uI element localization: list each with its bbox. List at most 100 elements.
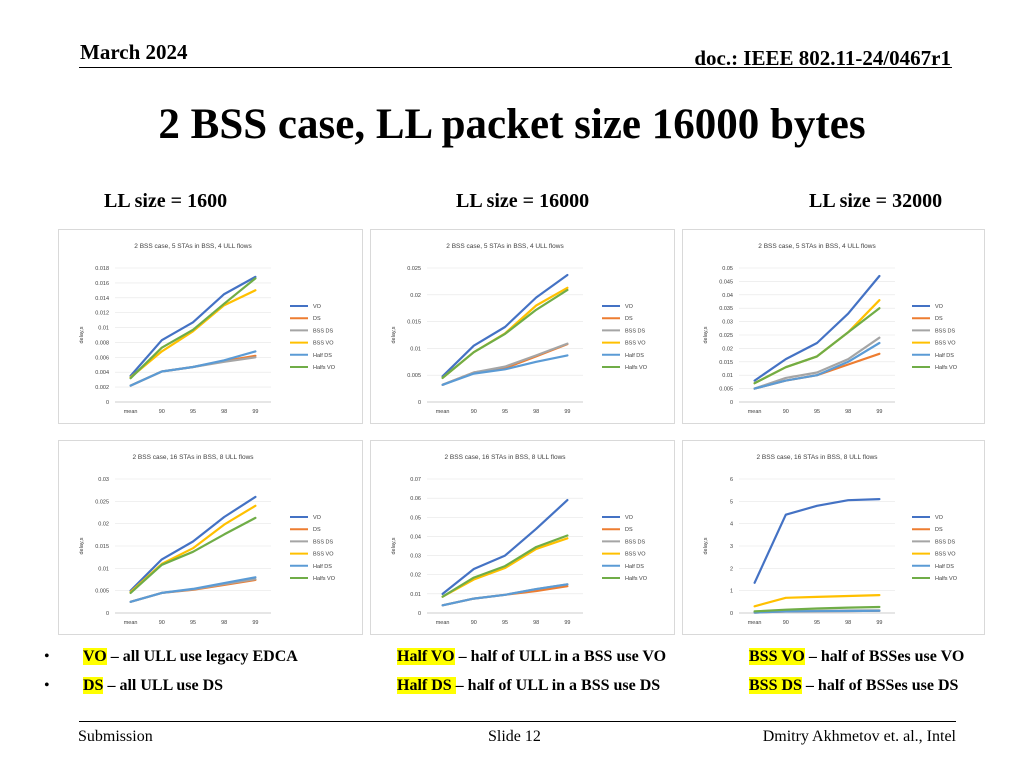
x-tick-label: 99 <box>876 409 882 415</box>
note-half-ds: Half DS – half of ULL in a BSS use DS <box>397 677 660 695</box>
y-tick-label: 0.004 <box>95 370 109 376</box>
footer-slide-number: Slide 12 <box>488 728 541 745</box>
series-line-bss-vo <box>753 594 881 608</box>
legend-label: VO <box>625 304 634 310</box>
series-line-halfs-vo <box>753 307 881 385</box>
chart-title: 2 BSS case, 5 STAs in BSS, 4 ULL flows <box>134 243 252 250</box>
chart-panel-4: 2 BSS case, 16 STAs in BSS, 8 ULL flows 0… <box>58 440 363 635</box>
y-tick-label: 0.005 <box>719 387 733 393</box>
legend-label: VO <box>313 304 322 310</box>
legend-label: VO <box>935 515 944 521</box>
legend-label: BSS VO <box>625 552 646 558</box>
y-tick-label: 0.04 <box>722 293 733 299</box>
legend-label: DS <box>313 527 321 533</box>
legend-label: Half DS <box>625 564 644 570</box>
chart-svg-1: 2 BSS case, 5 STAs in BSS, 4 ULL flows 0 0… <box>79 243 336 415</box>
legend-label: VO <box>625 515 634 521</box>
y-tick-label: 0.05 <box>410 515 421 521</box>
legend-label: BSS VO <box>313 341 334 347</box>
note-text: – half of ULL in a BSS use DS <box>455 677 661 694</box>
y-tick-label: 0.005 <box>407 373 421 379</box>
x-tick-label: 99 <box>876 620 882 626</box>
series-line-halfs-vo <box>441 534 569 598</box>
legend-label: BSS VO <box>935 341 956 347</box>
note-text: – all ULL use DS <box>103 677 224 694</box>
x-tick-label: 95 <box>502 620 508 626</box>
series-line-bss-ds <box>753 336 881 390</box>
x-tick-label: 90 <box>783 620 789 626</box>
x-tick-label: 98 <box>221 620 227 626</box>
header-doc-id: doc.: IEEE 802.11-24/0467r1 <box>694 46 951 70</box>
note-text: – half of BSSes use DS <box>801 677 959 694</box>
x-tick-label: mean <box>748 620 762 626</box>
legend-label: Halfs VO <box>625 365 648 371</box>
legend-label: DS <box>935 316 943 322</box>
y-tick-label: 0.014 <box>95 296 109 302</box>
column-label-16000: LL size = 16000 <box>456 190 590 212</box>
note-key: Half DS <box>397 677 456 694</box>
legend-label: Half DS <box>313 564 332 570</box>
y-tick-label: 0.025 <box>407 266 421 272</box>
y-axis-label: delay,s <box>703 537 709 554</box>
y-tick-label: 0.02 <box>410 293 421 299</box>
note-key: VO <box>83 648 107 665</box>
x-tick-label: 90 <box>783 409 789 415</box>
note-row-1: • VO – all ULL use legacy EDCA Half VO –… <box>0 648 1024 670</box>
x-tick-label: 98 <box>221 409 227 415</box>
x-tick-label: 98 <box>845 620 851 626</box>
series-line-half-ds <box>441 583 569 607</box>
legend-label: BSS VO <box>625 341 646 347</box>
y-tick-label: 0.01 <box>722 373 733 379</box>
chart-title: 2 BSS case, 5 STAs in BSS, 4 ULL flows <box>758 243 876 250</box>
y-axis-label: delay,s <box>79 537 85 554</box>
y-tick-label: 0.03 <box>410 554 421 560</box>
y-tick-label: 0.04 <box>410 534 421 540</box>
x-tick-label: 95 <box>814 620 820 626</box>
header-rule <box>79 67 952 68</box>
note-ds: DS – all ULL use DS <box>83 677 223 695</box>
x-tick-label: 95 <box>190 620 196 626</box>
series-line-vo <box>753 274 881 382</box>
y-tick-label: 0.01 <box>98 326 109 332</box>
y-tick-label: 2 <box>730 566 733 572</box>
x-tick-label: mean <box>124 409 138 415</box>
column-label-32000: LL size = 32000 <box>809 190 943 212</box>
legend-label: Halfs VO <box>313 365 336 371</box>
note-text: – half of BSSes use VO <box>804 648 965 665</box>
chart-title: 2 BSS case, 16 STAs in BSS, 8 ULL flows <box>756 454 878 461</box>
chart-panel-6: 2 BSS case, 16 STAs in BSS, 8 ULL flows 0… <box>682 440 985 635</box>
note-key: Half VO <box>397 648 455 665</box>
series-line-half-ds <box>129 350 257 387</box>
y-tick-label: 0.045 <box>719 279 733 285</box>
x-tick-label: 99 <box>252 620 258 626</box>
series-line-bss-vo <box>129 504 257 594</box>
series-line-vo <box>441 498 569 595</box>
y-tick-label: 0 <box>730 400 733 406</box>
chart-panel-3: 2 BSS case, 5 STAs in BSS, 4 ULL flows 0 0… <box>682 229 985 424</box>
legend-label: DS <box>625 316 633 322</box>
series-line-bss-vo <box>129 289 257 379</box>
note-key: DS <box>83 677 104 694</box>
series-line-vo <box>129 275 257 377</box>
column-label-1600: LL size = 1600 <box>104 190 228 212</box>
y-tick-label: 0.015 <box>95 544 109 550</box>
series-line-halfs-vo <box>441 288 569 379</box>
y-tick-label: 3 <box>730 544 733 550</box>
y-tick-label: 0.02 <box>410 573 421 579</box>
y-tick-label: 0.002 <box>95 385 109 391</box>
x-tick-label: 99 <box>564 409 570 415</box>
y-tick-label: 0 <box>106 400 109 406</box>
y-tick-label: 0.02 <box>98 522 109 528</box>
note-half-vo: Half VO – half of ULL in a BSS use VO <box>397 648 666 666</box>
y-tick-label: 0.018 <box>95 266 109 272</box>
chart-svg-4: 2 BSS case, 16 STAs in BSS, 8 ULL flows 0… <box>79 454 336 626</box>
chart-panel-1: 2 BSS case, 5 STAs in BSS, 4 ULL flows 0 0… <box>58 229 363 424</box>
chart-svg-5: 2 BSS case, 16 STAs in BSS, 8 ULL flows 0… <box>391 454 648 626</box>
y-tick-label: 0.07 <box>410 477 421 483</box>
y-tick-label: 0.025 <box>95 499 109 505</box>
y-tick-label: 4 <box>730 522 733 528</box>
note-key: BSS VO <box>749 648 805 665</box>
y-axis-label: delay,s <box>391 537 397 554</box>
y-axis-label: delay,s <box>391 326 397 343</box>
series-line-half-ds <box>753 341 881 390</box>
